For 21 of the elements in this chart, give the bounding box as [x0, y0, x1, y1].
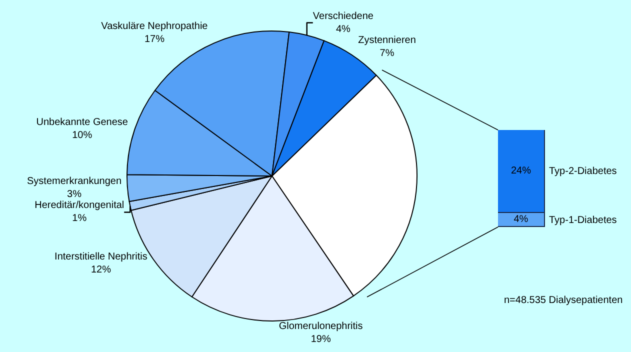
- slice-label: Glomerulonephritis: [278, 320, 363, 332]
- data-label: 7%: [380, 48, 394, 59]
- slice-label: Verschiedene: [312, 10, 374, 22]
- data-label: 3%: [67, 189, 82, 200]
- slice-label: Hereditär/kongenital: [34, 200, 124, 212]
- slice-label: Systemerkrankungen: [27, 176, 122, 188]
- slice-label: Vaskuläre Nephropathie: [101, 20, 208, 32]
- slice-label: Interstitielle Nephritis: [54, 251, 148, 262]
- data-label: 24%: [510, 166, 532, 176]
- data-label: 12%: [90, 264, 112, 276]
- data-label: 10%: [72, 130, 92, 142]
- series-label: Typ-2-Diabetes: [549, 166, 617, 177]
- text: n=48.535 Dialysepatienten: [504, 295, 623, 306]
- slice-label: Unbekannte Genese: [36, 117, 128, 128]
- series-label: Typ-1-Diabetes: [549, 215, 617, 226]
- data-label: 4%: [336, 24, 351, 35]
- data-label: 19%: [310, 334, 331, 345]
- data-label: 17%: [144, 34, 165, 45]
- data-label: 1%: [72, 213, 87, 224]
- data-label: 4%: [514, 214, 528, 225]
- slice-label: Zystennieren: [358, 34, 416, 46]
